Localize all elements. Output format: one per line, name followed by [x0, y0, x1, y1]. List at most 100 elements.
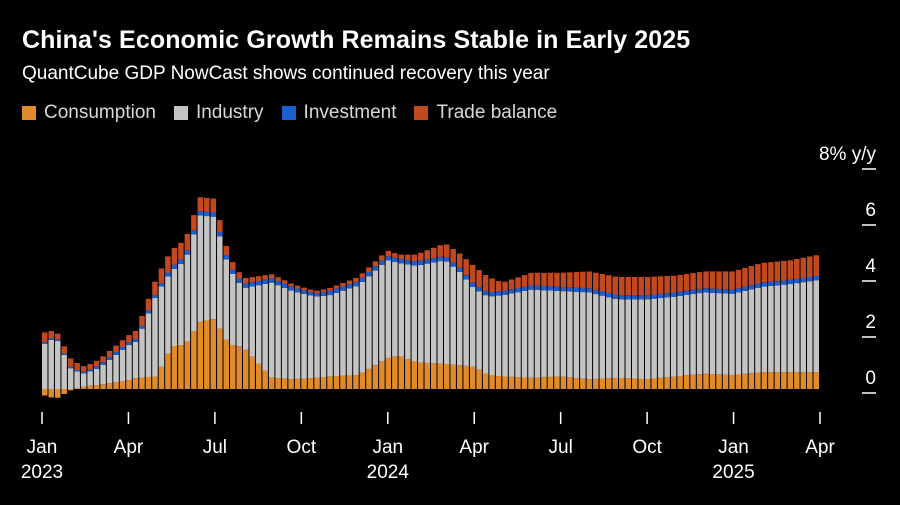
bar-segment-consumption: [619, 377, 625, 389]
bar-segment-industry: [61, 354, 67, 389]
bar-segment-consumption: [729, 374, 735, 389]
bar-segment-industry: [424, 263, 430, 363]
bar-segment-investment: [593, 289, 599, 295]
bar-segment-investment: [742, 286, 748, 291]
bar-segment-industry: [534, 289, 541, 378]
legend-swatch-investment: [281, 106, 296, 120]
bar-segment-consumption: [807, 372, 813, 389]
x-tick-label: Jan: [27, 437, 58, 458]
bar-segment-consumption: [87, 385, 93, 389]
y-tick-label: 8% y/y: [819, 144, 877, 165]
axes-layer: 0 2 4 6 8% y/y Jan 2023 Apr Jul Oct Jan 2024 Apr Jul O…: [21, 144, 877, 483]
bar-segment-trade-balance: [327, 288, 333, 291]
bar-segment-investment: [54, 339, 61, 342]
bar-segment-investment: [528, 285, 534, 290]
bar-segment-industry: [476, 291, 482, 370]
bar-segment-investment: [385, 256, 392, 261]
bar-segment-consumption: [379, 361, 385, 389]
bar-segment-industry: [217, 236, 223, 329]
bar-segment-consumption: [61, 389, 67, 394]
bar-segment-investment: [729, 289, 735, 294]
bar-segment-investment: [119, 347, 126, 350]
bar-segment-investment: [612, 294, 619, 299]
bar-segment-investment: [230, 269, 236, 274]
bar-segment-consumption: [657, 377, 664, 389]
bar-segment-consumption: [482, 373, 489, 389]
bar-segment-trade-balance: [437, 245, 443, 257]
bar-segment-industry: [152, 298, 158, 377]
bar-segment-investment: [534, 285, 541, 290]
bar-segment-investment: [398, 259, 405, 264]
bar-segment-trade-balance: [768, 262, 774, 282]
bar-segment-trade-balance: [670, 275, 677, 293]
bar-segment-industry: [755, 287, 761, 373]
bar-segment-industry: [807, 281, 813, 373]
bar-segment-investment: [74, 370, 80, 372]
y-tick-label: 0: [865, 368, 876, 389]
legend-label-trade-balance: Trade balance: [436, 102, 558, 123]
bar-segment-industry: [340, 290, 346, 376]
x-tick-label: Jan: [372, 437, 403, 458]
bar-segment-trade-balance: [158, 268, 165, 284]
bar-segment-consumption: [405, 359, 411, 389]
bar-segment-investment: [294, 288, 301, 293]
bar-segment-trade-balance: [554, 272, 560, 287]
bar-segment-trade-balance: [495, 281, 502, 292]
bar-segment-industry: [469, 286, 476, 367]
bar-segment-industry: [573, 291, 580, 378]
bar-segment-trade-balance: [230, 262, 236, 270]
bar-segment-consumption: [560, 376, 567, 389]
legend-item-consumption: Consumption: [22, 102, 156, 124]
bar-segment-trade-balance: [813, 255, 819, 277]
bar-segment-trade-balance: [392, 253, 398, 258]
bar-segment-consumption: [281, 378, 288, 389]
x-tick-label: Apr: [805, 437, 835, 458]
bar-segment-trade-balance: [61, 346, 67, 354]
bar-segment-investment: [171, 264, 178, 269]
bar-segment-industry: [443, 261, 450, 364]
bar-segment-industry: [294, 292, 301, 379]
bar-segment-investment: [262, 279, 268, 284]
bar-segment-trade-balance: [223, 245, 230, 256]
bar-segment-trade-balance: [80, 366, 87, 372]
bar-segment-investment: [502, 290, 508, 295]
bar-segment-investment: [703, 288, 709, 293]
bar-segment-investment: [521, 286, 528, 291]
bar-segment-investment: [80, 371, 87, 374]
bar-segment-investment: [424, 259, 430, 264]
bar-segment-industry: [489, 296, 495, 376]
bar-segment-industry: [119, 349, 126, 382]
bar-segment-industry: [346, 288, 353, 376]
bar-segment-consumption: [327, 376, 333, 389]
bar-segment-industry: [398, 263, 405, 357]
bar-segment-trade-balance: [191, 215, 197, 231]
bar-segment-trade-balance: [106, 350, 113, 358]
bar-segment-industry: [437, 261, 443, 364]
bar-segment-investment: [191, 230, 197, 235]
bar-segment-trade-balance: [729, 271, 735, 290]
bar-segment-industry: [385, 260, 392, 358]
bar-segment-consumption: [437, 363, 443, 389]
bar-segment-investment: [372, 266, 379, 271]
bar-segment-investment: [197, 211, 204, 216]
bar-segment-consumption: [476, 369, 482, 389]
bar-segment-industry: [418, 264, 424, 363]
bar-segment-trade-balance: [631, 277, 638, 296]
bar-segment-trade-balance: [314, 290, 320, 294]
bar-segment-industry: [528, 289, 534, 378]
bar-segment-investment: [158, 283, 165, 287]
bar-segment-industry: [158, 286, 165, 367]
bar-segment-trade-balance: [606, 275, 612, 294]
bar-segment-industry: [709, 292, 716, 374]
bar-segment-trade-balance: [294, 285, 301, 289]
bar-segment-consumption: [184, 341, 191, 389]
bar-segment-investment: [418, 260, 424, 265]
bar-segment-consumption: [100, 384, 106, 389]
legend-item-trade-balance: Trade balance: [414, 102, 557, 124]
bar-segment-investment: [573, 287, 580, 292]
bar-segment-investment: [489, 292, 495, 297]
bar-segment-industry: [405, 264, 411, 360]
bar-segment-trade-balance: [463, 259, 469, 276]
bar-segment-industry: [560, 291, 567, 377]
bar-segment-industry: [742, 290, 748, 374]
